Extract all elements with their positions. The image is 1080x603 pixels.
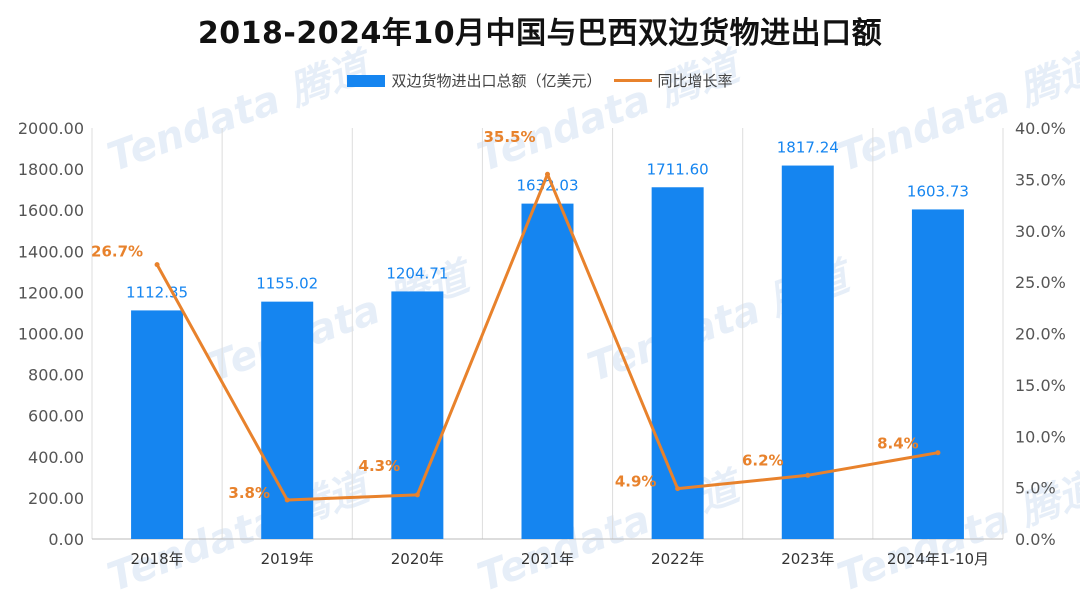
bar xyxy=(651,187,704,539)
chart-container: Tendata 腾道 Tendata 腾道 Tendata 腾道 Tendata… xyxy=(0,16,1080,601)
right-axis-tick-label: 40.0% xyxy=(1015,119,1066,138)
chart-plot: 0.00 200.00 400.00 600.00 800.00 1000.00 1200.… xyxy=(18,119,1066,568)
line-point xyxy=(675,486,681,492)
x-axis-tick-label: 2018年 xyxy=(130,550,183,568)
bar xyxy=(911,209,964,540)
line-point xyxy=(284,497,290,503)
left-axis-tick-label: 1800.00 xyxy=(18,160,84,179)
bar xyxy=(391,291,444,539)
bar-value-label: 1155.02 xyxy=(256,275,318,293)
line-value-label: 4.9% xyxy=(615,473,657,491)
right-axis-tick-label: 0.0% xyxy=(1015,530,1056,549)
bar-value-label: 1632.03 xyxy=(516,177,578,195)
left-axis-tick-label: 1000.00 xyxy=(18,325,84,344)
bar-value-label: 1711.60 xyxy=(647,160,709,178)
legend-bar-swatch xyxy=(347,74,386,87)
x-axis-tick-label: 2021年 xyxy=(521,550,574,568)
left-axis-tick-label: 1600.00 xyxy=(18,201,84,220)
line-value-label: 3.8% xyxy=(228,484,270,502)
line-value-label: 6.2% xyxy=(742,451,784,469)
right-axis-tick-label: 35.0% xyxy=(1015,170,1066,189)
bar xyxy=(521,203,574,539)
bar-value-label: 1817.24 xyxy=(777,139,839,157)
x-axis-tick-label: 2019年 xyxy=(261,550,314,568)
left-axis-tick-label: 200.00 xyxy=(28,489,84,508)
right-axis-tick-label: 5.0% xyxy=(1015,479,1056,498)
x-axis-tick-label: 2020年 xyxy=(391,550,444,568)
left-axis-tick-label: 2000.00 xyxy=(18,119,84,138)
bar xyxy=(781,165,834,539)
x-axis-tick-label: 2022年 xyxy=(651,550,704,568)
line-value-label: 4.3% xyxy=(359,457,401,475)
line-value-label: 26.7% xyxy=(91,243,143,261)
legend-line-swatch xyxy=(613,79,652,82)
chart-title: 2018-2024年10月中国与巴西双边货物进出口额 xyxy=(197,16,883,51)
right-axis-tick-label: 25.0% xyxy=(1015,273,1066,292)
line-point xyxy=(414,492,420,498)
right-axis-tick-label: 10.0% xyxy=(1015,427,1066,446)
left-axis-tick-label: 800.00 xyxy=(28,366,84,385)
right-axis-tick-label: 15.0% xyxy=(1015,376,1066,395)
bar-value-label: 1204.71 xyxy=(386,264,448,282)
line-point xyxy=(935,450,941,456)
left-axis-tick-label: 1200.00 xyxy=(18,283,84,302)
left-axis-tick-label: 400.00 xyxy=(28,448,84,467)
line-value-label: 35.5% xyxy=(483,128,535,146)
legend-label-line: 同比增长率 xyxy=(657,72,733,90)
bar xyxy=(261,301,314,539)
line-point xyxy=(805,472,811,478)
right-axis-tick-label: 20.0% xyxy=(1015,325,1066,344)
x-axis-tick-label: 2024年1-10月 xyxy=(887,550,989,568)
legend-item-line: 同比增长率 xyxy=(613,70,733,91)
legend-item-bars: 双边货物进出口总额（亿美元） xyxy=(347,70,602,91)
line-point xyxy=(545,171,550,177)
legend: 双边货物进出口总额（亿美元） 同比增长率 xyxy=(0,70,1080,91)
bar-value-label: 1603.73 xyxy=(907,182,969,200)
line-point xyxy=(154,262,160,268)
left-axis-tick-label: 1400.00 xyxy=(18,242,84,261)
right-axis-tick-label: 30.0% xyxy=(1015,222,1066,241)
legend-label-bars: 双边货物进出口总额（亿美元） xyxy=(391,72,602,90)
x-axis-tick-label: 2023年 xyxy=(781,550,834,568)
left-axis-tick-label: 600.00 xyxy=(28,407,84,426)
line-value-label: 8.4% xyxy=(877,435,919,453)
left-axis-tick-label: 0.00 xyxy=(48,530,84,549)
bar xyxy=(131,310,184,539)
bar-value-label: 1112.35 xyxy=(126,283,188,301)
